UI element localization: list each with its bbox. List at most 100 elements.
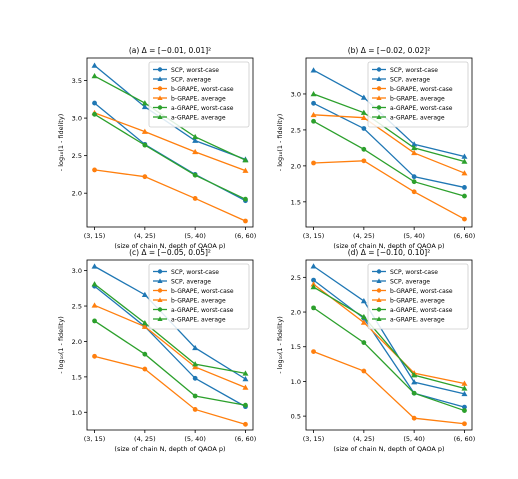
legend-label: a-GRAPE, worst-case	[171, 307, 234, 314]
x-tick-label: (3, 15)	[303, 435, 325, 443]
series-line	[313, 114, 465, 174]
x-axis-label: (size of chain N, depth of QAOA p)	[114, 445, 225, 453]
series-line	[313, 286, 465, 389]
data-point	[411, 144, 418, 151]
y-axis-label: - log₁₀(1 - fidelity)	[276, 316, 284, 373]
data-point	[91, 263, 98, 269]
legend-item: b-GRAPE, worst-case	[153, 288, 234, 295]
data-point	[192, 133, 199, 140]
data-point	[411, 141, 418, 147]
legend-label: a-GRAPE, worst-case	[390, 307, 453, 314]
data-point	[92, 111, 97, 117]
legend-label: SCP, average	[171, 278, 211, 285]
data-point	[411, 372, 418, 378]
axes-frame	[86, 57, 254, 228]
y-tick-label: 2.0	[291, 309, 301, 317]
legend-item: SCP, worst-case	[372, 67, 438, 74]
data-point	[92, 353, 97, 359]
data-point	[92, 100, 97, 106]
legend-marker	[376, 278, 382, 283]
legend-label: a-GRAPE, average	[171, 316, 226, 323]
x-tick-label: (4, 25)	[134, 435, 156, 443]
axes-frame	[305, 57, 473, 228]
data-point	[243, 218, 248, 224]
legend-marker	[157, 297, 163, 302]
y-tick-label: 2.0	[291, 162, 301, 170]
series-line	[313, 307, 465, 412]
data-point	[242, 370, 249, 376]
legend-box	[148, 263, 250, 330]
data-point	[360, 297, 367, 304]
legend-item: a-GRAPE, average	[153, 316, 226, 323]
data-point	[242, 384, 249, 390]
data-point	[192, 375, 198, 381]
data-point	[310, 90, 317, 97]
data-point	[141, 320, 148, 326]
data-point	[92, 167, 97, 173]
data-point	[411, 189, 417, 195]
y-tick-label: 1.5	[72, 373, 82, 381]
legend-marker	[157, 307, 163, 312]
x-tick-label: (3, 15)	[84, 435, 106, 443]
data-point	[461, 170, 468, 176]
x-tick-label: (4, 25)	[353, 232, 375, 240]
data-point	[361, 146, 367, 152]
x-tick-label: (4, 25)	[134, 232, 156, 240]
series-line	[313, 120, 465, 197]
series-line	[313, 350, 465, 425]
data-point	[141, 291, 148, 297]
data-point	[461, 153, 468, 159]
series-line	[94, 285, 246, 408]
legend-marker	[376, 288, 382, 293]
y-tick-label: 3.0	[72, 115, 82, 123]
data-point	[411, 379, 418, 385]
series-b-grape-average	[91, 302, 249, 390]
legend-marker	[157, 67, 163, 72]
data-point	[141, 103, 148, 110]
chart-title: (d) Δ = [−0.10, 0.10]²	[348, 248, 431, 257]
data-point	[461, 158, 468, 164]
x-axis-label: (size of chain N, depth of QAOA p)	[333, 242, 444, 250]
data-point	[361, 158, 367, 164]
legend-item: b-GRAPE, worst-case	[372, 86, 453, 93]
data-point	[242, 376, 249, 382]
legend-label: SCP, worst-case	[171, 269, 219, 276]
legend-item: b-GRAPE, average	[372, 95, 445, 102]
x-tick-label: (4, 25)	[353, 435, 375, 443]
chart-title: (c) Δ = [−0.05, 0.05]²	[129, 248, 211, 257]
legend-label: SCP, worst-case	[390, 269, 438, 276]
legend-marker	[376, 114, 382, 119]
data-point	[360, 109, 367, 115]
data-point	[462, 404, 467, 410]
legend-label: b-GRAPE, average	[390, 297, 445, 304]
legend-label: b-GRAPE, worst-case	[390, 288, 453, 295]
legend-marker	[157, 76, 163, 81]
data-point	[242, 167, 249, 173]
series-line	[94, 355, 246, 425]
data-point	[91, 281, 98, 287]
data-point	[462, 185, 467, 190]
legend-item: SCP, average	[153, 278, 211, 285]
legend-item: SCP, average	[372, 278, 430, 285]
legend-item: a-GRAPE, average	[372, 316, 445, 323]
legend-label: b-GRAPE, average	[171, 95, 226, 102]
y-tick-label: 1.5	[291, 343, 301, 351]
y-axis-label: - log₁₀(1 - fidelity)	[57, 114, 65, 171]
y-tick-label: 1.0	[291, 378, 301, 386]
data-point	[461, 390, 468, 397]
legend-label: SCP, average	[390, 76, 430, 83]
y-tick-label: 2.0	[72, 338, 82, 346]
series-line	[313, 265, 465, 395]
legend-item: b-GRAPE, average	[153, 297, 226, 304]
data-point	[91, 302, 98, 308]
data-point	[142, 351, 148, 357]
data-point	[462, 193, 467, 199]
data-point	[360, 114, 367, 120]
series-b-grape-average	[310, 281, 468, 386]
series-b-grape-worst-case	[311, 349, 467, 427]
chart-panel-2: (b) Δ = [−0.02, 0.02]² 1.5 2.0 2.5 3.0 (3, 15…	[276, 46, 475, 250]
legend-marker	[157, 269, 163, 274]
x-axis-label: (size of chain N, depth of QAOA p)	[333, 445, 444, 453]
data-point	[192, 137, 199, 143]
